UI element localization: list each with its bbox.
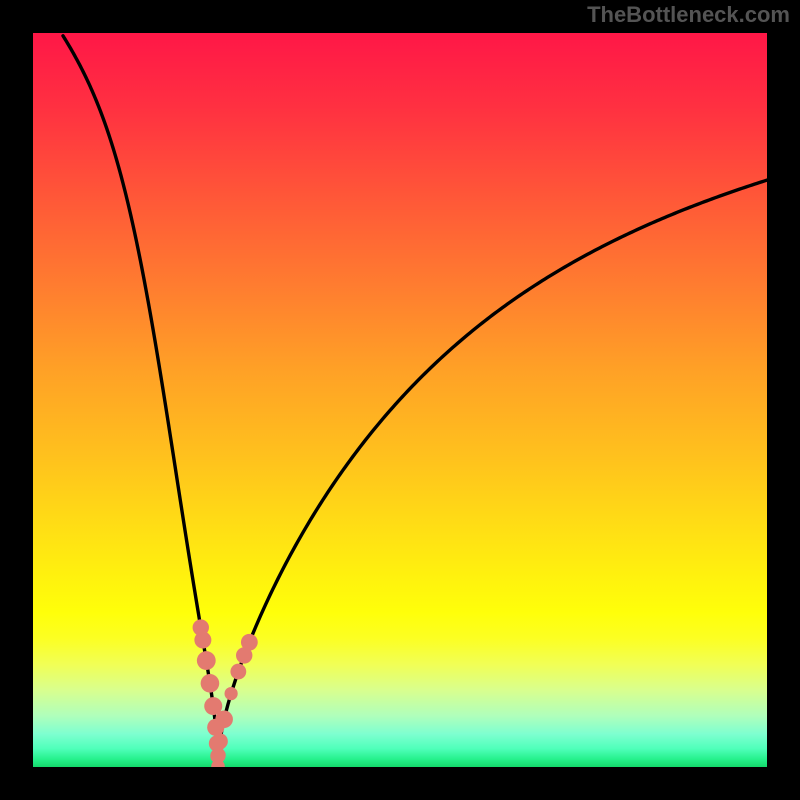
plot-area — [33, 33, 767, 767]
watermark-text: TheBottleneck.com — [587, 2, 790, 28]
chart-container: TheBottleneck.com — [0, 0, 800, 800]
gradient-background — [33, 33, 767, 767]
